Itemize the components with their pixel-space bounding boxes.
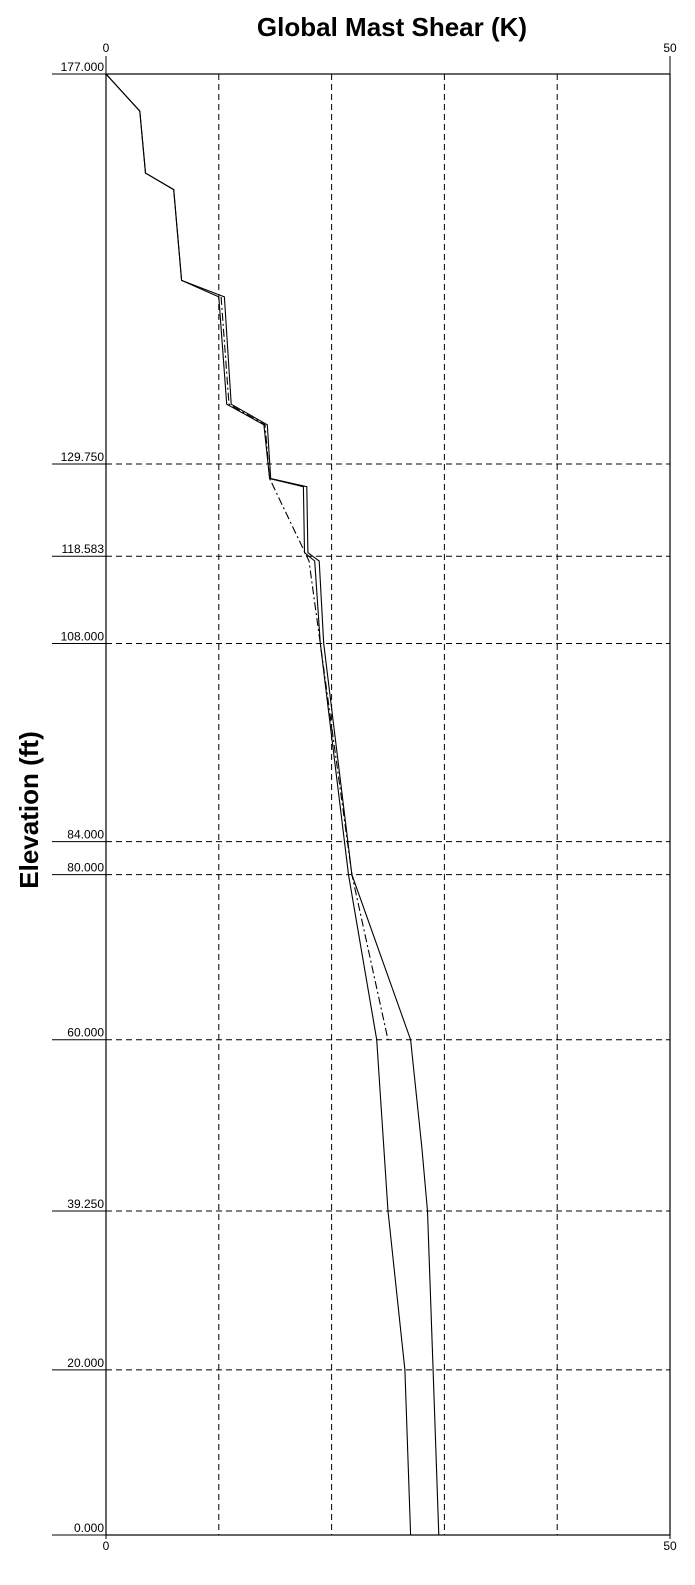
grid-layer bbox=[106, 74, 670, 1535]
series-layer bbox=[105, 73, 440, 1536]
plot-frame bbox=[105, 73, 671, 1536]
y-tick-label-9: 0.000 bbox=[74, 1521, 104, 1535]
series-line-0 bbox=[105, 73, 412, 1536]
y-tick-label-8: 20.000 bbox=[67, 1356, 104, 1370]
y-tick-label-6: 60.000 bbox=[67, 1026, 104, 1040]
y-tick-label-0: 177.000 bbox=[61, 60, 105, 74]
x-tick-label-top-0: 0 bbox=[103, 41, 110, 55]
y-tick-label-4: 84.000 bbox=[67, 828, 104, 842]
x-tick-label-bottom-0: 0 bbox=[103, 1539, 110, 1553]
y-tick-label-2: 118.583 bbox=[62, 542, 105, 556]
tick-layer: 177.000 129.750 118.583 108.000 84.000 80.000… bbox=[52, 41, 677, 1553]
x-tick-label-top-1: 50 bbox=[663, 41, 677, 55]
chart-title: Global Mast Shear (K) bbox=[257, 12, 527, 42]
x-tick-label-bottom-1: 50 bbox=[663, 1539, 677, 1553]
y-tick-label-1: 129.750 bbox=[61, 450, 105, 464]
y-tick-label-5: 80.000 bbox=[67, 861, 104, 875]
y-tick-label-7: 39.250 bbox=[67, 1197, 104, 1211]
y-tick-label-3: 108.000 bbox=[61, 630, 105, 644]
y-axis-label: Elevation (ft) bbox=[14, 731, 44, 888]
series-line-1 bbox=[105, 73, 440, 1536]
series-line-2 bbox=[220, 296, 389, 1040]
